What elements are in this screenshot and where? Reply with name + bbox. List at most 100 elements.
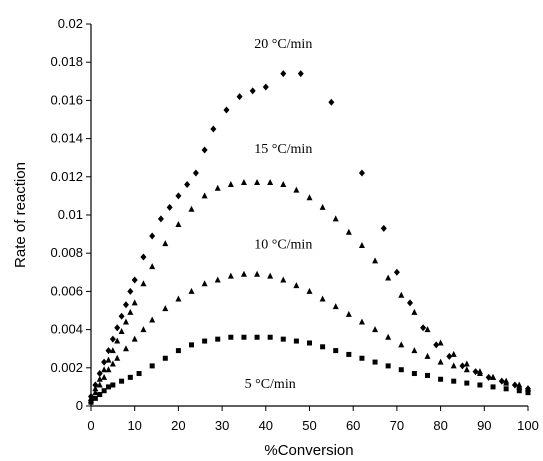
data-point <box>516 388 522 394</box>
data-point <box>477 382 483 388</box>
data-point <box>188 205 195 212</box>
data-point <box>372 257 379 264</box>
data-point <box>398 341 405 348</box>
data-point <box>109 360 116 367</box>
data-point <box>516 383 523 390</box>
data-point <box>411 347 418 354</box>
data-point <box>385 274 392 281</box>
y-axis-title: Rate of reaction <box>12 162 29 268</box>
data-point <box>463 360 470 367</box>
data-point <box>358 169 365 177</box>
data-point <box>166 203 173 211</box>
data-point <box>136 371 142 377</box>
data-series <box>88 70 531 405</box>
data-point <box>92 389 99 396</box>
data-point <box>201 146 208 154</box>
data-point <box>346 351 352 357</box>
data-point <box>372 359 378 365</box>
data-point <box>184 180 191 188</box>
data-point <box>398 291 405 298</box>
data-point <box>437 358 444 365</box>
data-point <box>105 356 112 363</box>
data-point <box>236 93 243 101</box>
data-point <box>280 336 286 342</box>
data-point <box>503 379 510 386</box>
data-point <box>175 221 182 228</box>
data-point <box>241 334 247 340</box>
data-point <box>228 334 234 340</box>
data-point <box>358 242 365 249</box>
data-point <box>105 384 111 390</box>
data-point <box>114 354 121 361</box>
data-point <box>119 378 125 384</box>
data-point <box>254 179 261 186</box>
data-point <box>525 390 531 396</box>
data-point <box>92 395 98 401</box>
data-point <box>162 355 168 361</box>
x-tick-label: 60 <box>346 418 360 433</box>
data-point <box>88 392 94 400</box>
x-tick-label: 90 <box>477 418 491 433</box>
data-point <box>332 215 339 222</box>
data-point <box>293 338 299 344</box>
data-point <box>127 308 134 315</box>
data-point <box>188 287 195 294</box>
data-point <box>297 70 304 78</box>
data-point <box>359 355 365 361</box>
data-point <box>214 276 221 283</box>
y-tick-label: 0.004 <box>50 322 83 337</box>
data-point <box>254 270 261 277</box>
x-tick-label: 10 <box>127 418 141 433</box>
data-point <box>201 280 208 287</box>
series-label: 5 °C/min <box>245 377 296 392</box>
data-point <box>214 184 221 191</box>
data-point <box>476 368 483 375</box>
data-point <box>114 337 121 344</box>
data-point <box>267 272 274 279</box>
data-point <box>293 186 300 193</box>
x-tick-label: 80 <box>433 418 447 433</box>
data-point <box>463 366 470 373</box>
data-point <box>202 338 208 344</box>
data-point <box>485 373 492 381</box>
x-tick-label: 0 <box>87 418 94 433</box>
data-point <box>306 287 313 294</box>
data-point <box>192 169 199 177</box>
y-tick-label: 0.018 <box>50 54 83 69</box>
data-point <box>280 180 287 187</box>
data-point <box>131 276 138 284</box>
data-point <box>328 98 335 106</box>
x-axis-title: %Conversion <box>264 442 353 459</box>
y-tick-label: 0 <box>76 398 83 413</box>
data-point <box>525 385 531 393</box>
data-point <box>307 340 312 346</box>
data-point <box>96 381 103 388</box>
data-point <box>332 303 339 310</box>
x-tick-label: 70 <box>390 418 404 433</box>
data-point <box>162 240 169 247</box>
y-tick-label: 0.014 <box>50 131 83 146</box>
data-point <box>162 305 169 312</box>
data-point <box>411 308 418 315</box>
data-point <box>96 370 103 378</box>
data-point <box>398 367 404 373</box>
data-point <box>372 326 379 333</box>
data-point <box>464 380 470 386</box>
data-point <box>101 388 107 394</box>
data-point <box>201 192 208 199</box>
x-tick-label: 100 <box>517 418 539 433</box>
data-point <box>118 312 125 320</box>
data-point <box>451 378 457 384</box>
data-point <box>96 375 103 382</box>
data-point <box>511 381 518 389</box>
data-point <box>459 362 466 370</box>
data-point <box>122 318 129 325</box>
data-point <box>358 318 365 325</box>
data-point <box>411 371 417 377</box>
data-point <box>262 83 269 91</box>
data-point <box>101 373 108 380</box>
data-point <box>446 352 453 360</box>
series-label: 10 °C/min <box>254 238 312 253</box>
data-point <box>267 179 274 186</box>
